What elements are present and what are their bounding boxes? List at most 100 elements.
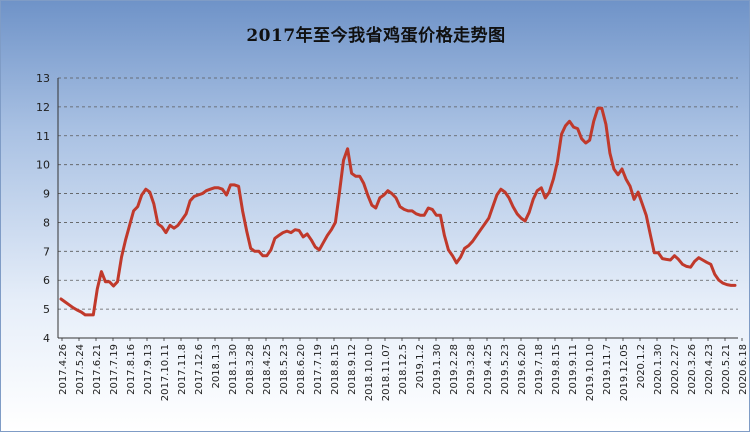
data-point [681,263,683,265]
data-point [367,194,369,196]
data-point [80,311,82,313]
data-point [730,284,732,286]
x-tick-label: 2018.12.5 [398,344,409,395]
data-point [290,231,292,233]
data-point [500,188,502,190]
data-point [100,270,102,272]
data-point [601,107,603,109]
data-point [423,214,425,216]
data-point [564,124,566,126]
data-point [132,210,134,212]
x-tick-label: 2018.1.3 [211,344,222,389]
y-tick-label: 11 [36,130,50,143]
data-point [722,282,724,284]
data-point [136,205,138,207]
data-point [128,224,130,226]
data-point [593,120,595,122]
data-point [536,189,538,191]
data-point [552,178,554,180]
data-point [576,127,578,129]
data-point [714,273,716,275]
data-point [443,234,445,236]
data-point [492,205,494,207]
x-tick-label: 2020.1.2 [636,344,647,389]
x-tick-label: 2019.7.18 [534,344,545,395]
data-point [334,221,336,223]
x-tick-label: 2020.2.27 [670,344,681,395]
data-point [613,168,615,170]
data-point [258,250,260,252]
x-tick-label: 2019.9.11 [568,344,579,395]
data-point [278,234,280,236]
chart-title: 2017年至今我省鸡蛋价格走势图 [246,26,506,46]
data-point [254,250,256,252]
data-point [621,168,623,170]
data-point [706,261,708,263]
data-point [512,205,514,207]
x-tick-label: 2017.7.19 [313,344,324,395]
x-tick-label: 2018.5.23 [279,344,290,395]
data-point [274,237,276,239]
x-tick-label: 2018.11.07 [381,344,392,401]
x-tick-label: 2017.6.21 [92,344,103,395]
data-point [609,152,611,154]
data-point [718,279,720,281]
data-point [459,256,461,258]
data-point [298,229,300,231]
data-point [435,214,437,216]
data-point [734,284,736,286]
data-point [306,233,308,235]
data-point [532,198,534,200]
y-tick-label: 7 [43,245,50,258]
data-point [375,207,377,209]
data-point [476,234,478,236]
data-point [209,188,211,190]
data-point [173,227,175,229]
data-point [548,191,550,193]
y-tick-label: 5 [43,303,50,316]
data-point [124,239,126,241]
data-point [189,200,191,202]
data-point [318,249,320,251]
data-point [693,260,695,262]
data-point [116,280,118,282]
data-point [395,197,397,199]
data-point [419,214,421,216]
x-tick-label: 2018.4.25 [262,344,273,395]
data-point [262,254,264,256]
data-point [439,214,441,216]
data-point [556,161,558,163]
x-tick-label: 2018.3.28 [245,344,256,395]
data-point [584,142,586,144]
data-point [629,185,631,187]
x-tick-label: 2017.11.8 [177,344,188,395]
data-point [685,265,687,267]
data-point [387,189,389,191]
data-point [177,224,179,226]
x-tick-label: 2018.6.20 [296,344,307,395]
data-point [350,172,352,174]
data-point [399,205,401,207]
data-point [645,214,647,216]
data-point [504,191,506,193]
data-point [157,223,159,225]
data-point [471,240,473,242]
data-point [520,217,522,219]
x-tick-label: 2019.8.15 [551,344,562,395]
y-tick-label: 8 [43,216,50,229]
data-point [484,223,486,225]
data-point [270,249,272,251]
x-tick-label: 2017.8.16 [126,344,137,395]
x-tick-label: 2019.1.2 [415,344,426,389]
x-tick-label: 2019.4.25 [483,344,494,395]
data-point [346,148,348,150]
data-point [141,194,143,196]
data-point [415,213,417,215]
data-point [294,228,296,230]
data-point [371,204,373,206]
x-tick-label: 2019.1.30 [432,344,443,395]
data-point [338,191,340,193]
data-point [508,197,510,199]
x-tick-label: 2020.6.18 [738,344,749,395]
